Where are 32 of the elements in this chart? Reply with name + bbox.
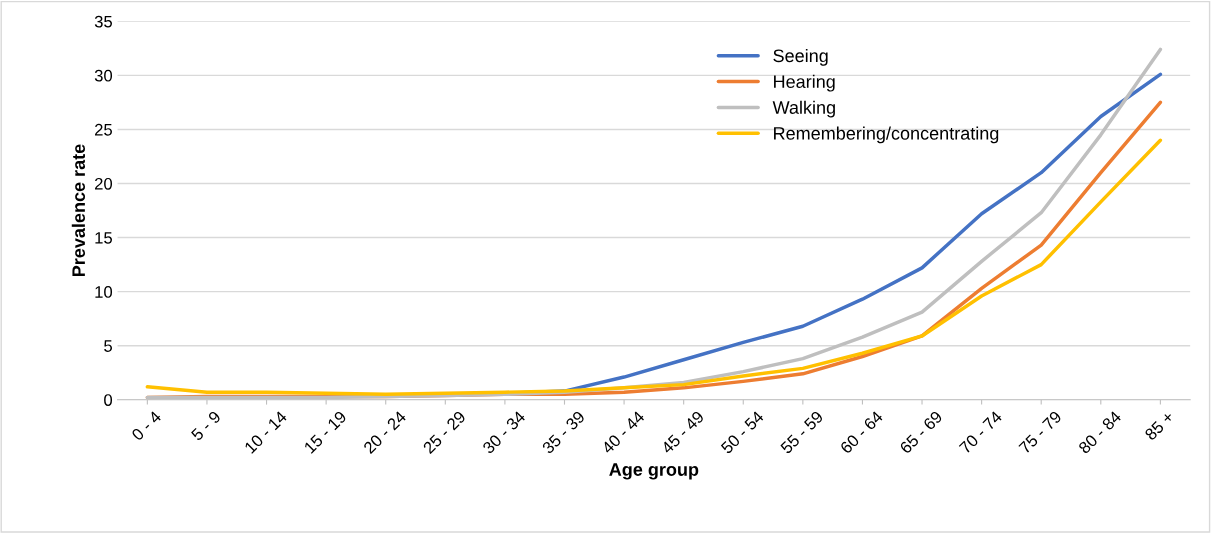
x-tick-label: 85 + (1144, 410, 1175, 441)
x-tick-label: 40 - 44 (600, 410, 646, 455)
legend-label: Remembering/concentrating (774, 126, 999, 144)
y-tick-label: 20 (95, 177, 113, 190)
legend-label: Walking (772, 100, 835, 118)
x-tick-label: 55 - 59 (779, 410, 824, 455)
x-axis-title: Age group (609, 463, 699, 480)
x-tick-label: 25 - 29 (422, 410, 467, 455)
x-tick-label: 65 - 69 (899, 410, 943, 455)
y-tick-label: 10 (95, 286, 113, 298)
x-tick-label: 0 - 4 (130, 410, 162, 442)
x-tick-label: 10 - 14 (243, 410, 288, 454)
x-tick-label: 30 - 34 (481, 410, 527, 455)
x-tick-label: 70 - 74 (958, 410, 1003, 455)
y-tick-label: 15 (95, 232, 113, 244)
y-tick-label: 25 (95, 123, 113, 136)
legend-label: Seeing (773, 48, 828, 66)
x-tick-label: 80 - 84 (1077, 410, 1122, 455)
y-tick-label: 35 (94, 15, 113, 28)
y-tick-label: 0 (104, 394, 113, 406)
x-tick-label: 75 - 79 (1018, 410, 1063, 455)
x-tick-label: 35 - 39 (541, 410, 586, 455)
y-axis-title: Prevalence rate (71, 144, 86, 277)
x-tick-label: 5 - 9 (190, 410, 222, 442)
legend-label: Hearing (774, 74, 835, 92)
x-tick-label: 15 - 19 (303, 410, 348, 454)
x-tick-label: 45 - 49 (660, 410, 705, 455)
x-tick-label: 60 - 64 (839, 410, 884, 455)
x-tick-label: 20 - 24 (362, 410, 407, 455)
y-tick-label: 5 (104, 340, 112, 352)
y-tick-label: 30 (94, 69, 113, 82)
x-tick-label: 50 - 54 (720, 410, 765, 455)
